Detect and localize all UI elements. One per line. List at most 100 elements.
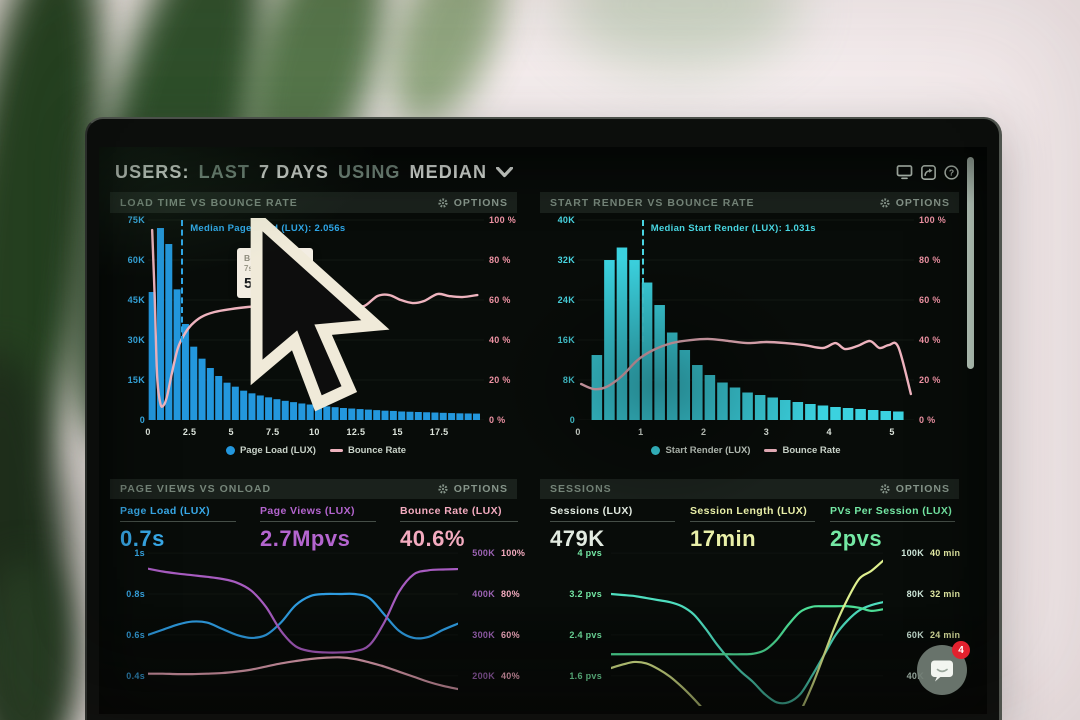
y-axis-mid: 100K 80K 60K 40K (891, 548, 924, 706)
y-axis-left: 75K 60K 45K 30K 15K 0 (105, 215, 145, 425)
sessions-chart-plot[interactable] (611, 550, 883, 706)
axis-tick: 60% (501, 629, 520, 640)
x-axis-tick: 10 (309, 427, 320, 437)
axis-tick: 2.4 pvs (569, 629, 602, 640)
x-axis-tick: 2 (700, 427, 707, 437)
axis-tick: 100 % (919, 215, 947, 226)
y-axis-right: 100 % 80 % 60 % 40 % 20 % 0 % (919, 215, 957, 425)
display-icon[interactable] (896, 164, 913, 180)
axis-tick: 200K (472, 670, 495, 681)
legend-dot-swatch (651, 445, 661, 455)
x-axis-tick: 3 (763, 427, 770, 437)
scrollbar-thumb[interactable] (967, 157, 974, 369)
x-axis-tick: 15 (392, 427, 403, 437)
y-axis-left: 1s 0.8s 0.6s 0.4s (105, 548, 145, 706)
panel-header-sessions: SESSIONS OPTIONS (540, 479, 959, 499)
axis-tick: 1.6 pvs (569, 670, 602, 681)
metric-page-load: Page Load (LUX) 0.7s (120, 505, 236, 552)
panel-title: LOAD TIME VS BOUNCE RATE (120, 196, 298, 209)
metric-page-views: Page Views (LUX) 2.7Mpvs (260, 505, 376, 552)
header-word: USING (338, 161, 401, 182)
chevron-down-icon (496, 166, 514, 177)
plant-leaf (560, 0, 800, 70)
options-button[interactable]: OPTIONS (879, 483, 950, 495)
panel-header-load-time: LOAD TIME VS BOUNCE RATE OPTIONS (110, 192, 517, 213)
x-axis-tick: 7.5 (266, 427, 280, 437)
axis-tick: 0.6s (126, 629, 145, 640)
legend: Start Render (LUX) Bounce Rate (578, 443, 914, 457)
y-axis-right: 100% 80% 60% 40% (501, 548, 537, 706)
dashboard-title-dropdown[interactable]: USERS: LAST 7 DAYS USING MEDIAN (115, 159, 514, 185)
legend-line-swatch (329, 448, 343, 452)
legend-line-swatch (764, 448, 778, 452)
dashboard-screen: USERS: LAST 7 DAYS USING MEDIAN ? (99, 147, 987, 714)
legend-label: Bounce Rate (347, 444, 407, 456)
axis-tick: 30K (127, 335, 145, 345)
x-axis-tick: 0 (145, 427, 151, 437)
axis-tick: 0 % (489, 415, 506, 425)
tooltip-subtitle: 7s (244, 264, 253, 273)
panel-header-start-render: START RENDER VS BOUNCE RATE OPTIONS (540, 192, 959, 213)
axis-tick: 24K (557, 295, 575, 305)
median-line (641, 220, 644, 342)
legend-item[interactable]: Bounce Rate (329, 444, 407, 456)
x-axis: 0 1 2 3 4 5 (575, 427, 914, 439)
chat-bubble-icon (930, 660, 953, 681)
axis-tick: 40 min (930, 548, 961, 559)
axis-tick: 32 min (930, 588, 961, 599)
axis-tick: 60K (127, 255, 145, 266)
page-views-chart-plot[interactable] (148, 550, 458, 706)
share-icon[interactable] (921, 164, 936, 180)
axis-tick: 0 % (919, 415, 936, 425)
metric-bounce-rate: Bounce Rate (LUX) 40.6% (400, 505, 518, 552)
chat-badge: 4 (952, 641, 970, 659)
legend-item[interactable]: Page Load (LUX) (225, 445, 316, 456)
load-time-chart-plot[interactable]: Median Page Load (LUX): 2.056s Bounce Ra… (148, 218, 484, 420)
axis-tick: 80K (906, 588, 924, 599)
x-axis-tick: 12.5 (346, 427, 366, 437)
chat-widget-button[interactable]: 4 (917, 641, 970, 695)
legend-item[interactable]: Bounce Rate (764, 445, 841, 456)
legend-label: Start Render (LUX) (665, 444, 751, 456)
axis-tick: 60 % (919, 295, 941, 305)
x-axis-tick: 4 (826, 427, 832, 437)
header-word: MEDIAN (409, 161, 488, 182)
header-title: USERS: LAST 7 DAYS USING MEDIAN (115, 162, 487, 183)
y-axis-right: 40 min 32 min 24 min (930, 548, 974, 706)
axis-tick: 80 % (489, 255, 511, 266)
axis-tick: 300K (472, 629, 495, 640)
header-word: 7 DAYS (259, 161, 330, 182)
y-axis-left: 4 pvs 3.2 pvs 2.4 pvs 1.6 pvs (550, 548, 602, 706)
axis-tick: 40K (906, 670, 924, 681)
laptop: USERS: LAST 7 DAYS USING MEDIAN ? (85, 117, 1002, 720)
help-icon[interactable]: ? (944, 164, 959, 180)
gear-icon (880, 484, 890, 494)
axis-tick: 0 (569, 415, 575, 425)
axis-tick: 40% (501, 670, 520, 681)
panel-header-page-views: PAGE VIEWS VS ONLOAD OPTIONS (110, 479, 517, 499)
median-line (181, 220, 184, 342)
axis-tick: 0.8s (126, 588, 145, 599)
axis-tick: 100K (901, 548, 924, 559)
options-button[interactable]: OPTIONS (879, 197, 950, 209)
axis-tick: 1s (134, 548, 145, 559)
axis-tick: 3.2 pvs (569, 588, 602, 599)
start-render-chart-plot[interactable]: Median Start Render (LUX): 1.031s (578, 218, 914, 420)
gear-icon (438, 197, 448, 208)
axis-tick: 100 % (489, 215, 517, 226)
x-axis-tick: 1 (638, 427, 644, 437)
median-label: Median Start Render (LUX): 1.031s (650, 223, 816, 234)
x-axis-tick: 0 (575, 427, 581, 437)
axis-tick: 0.4s (126, 670, 145, 681)
axis-tick: 500K (472, 548, 495, 559)
legend-item[interactable]: Start Render (LUX) (651, 445, 750, 456)
axis-tick: 100% (501, 548, 526, 559)
x-axis-tick: 17.5 (429, 427, 449, 437)
metric-pvs-per-session: PVs Per Session (LUX) 2pvs (830, 505, 955, 552)
options-button[interactable]: OPTIONS (437, 483, 508, 495)
axis-tick: 40 % (489, 335, 511, 345)
x-axis-tick: 5 (889, 427, 895, 437)
options-button[interactable]: OPTIONS (437, 197, 508, 209)
metric-sessions: Sessions (LUX) 479K (550, 505, 675, 552)
panel-title: SESSIONS (550, 483, 612, 495)
